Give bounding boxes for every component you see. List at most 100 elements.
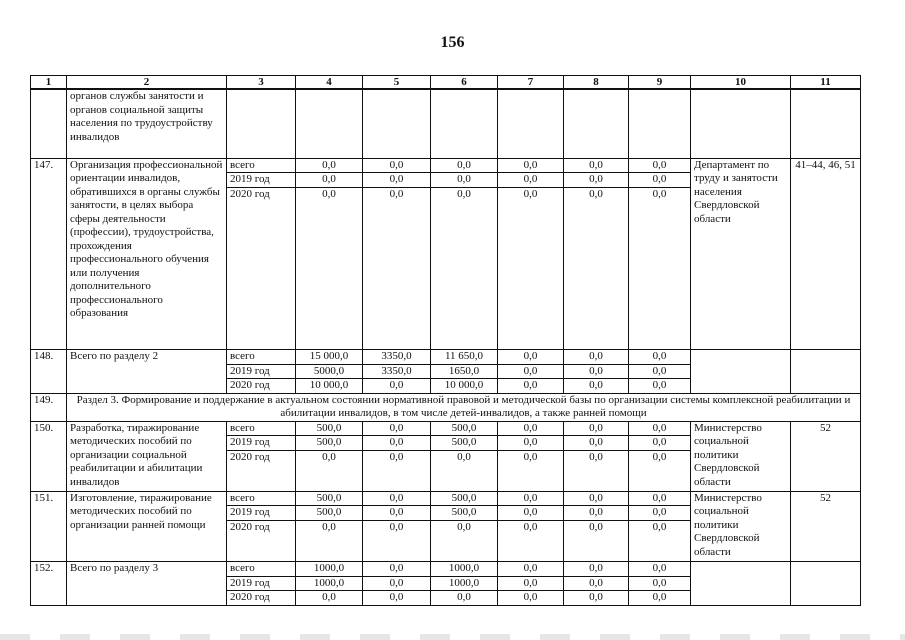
cell-value: 0,0 xyxy=(362,490,431,506)
cell-value: 0,0 xyxy=(497,449,564,492)
cell-value: 500,0 xyxy=(430,490,498,506)
cell-period: 2019 год xyxy=(226,505,296,521)
cell-value: 10 000,0 xyxy=(295,378,363,394)
cell-value: 0,0 xyxy=(628,363,691,379)
cell-value: 0,0 xyxy=(628,378,691,394)
cell-value: 500,0 xyxy=(430,420,498,436)
column-header-6: 6 xyxy=(430,75,498,90)
cell-executor xyxy=(690,560,791,606)
cell-value: 500,0 xyxy=(295,435,363,451)
table-subrow: 2020 год 0,0 0,0 0,0 0,0 0,0 0,0 xyxy=(31,590,861,606)
cell-value: 0,0 xyxy=(628,519,691,562)
cell-period: всего xyxy=(226,157,296,173)
cell-empty xyxy=(628,88,691,159)
cell-value: 0,0 xyxy=(430,157,498,173)
table-subrow: 2020 год 0,0 0,0 0,0 0,0 0,0 0,0 xyxy=(31,519,861,562)
table-subrow: 2019 год 500,0 0,0 500,0 0,0 0,0 0,0 xyxy=(31,505,861,521)
cell-value: 0,0 xyxy=(563,560,629,577)
cell-period: 2020 год xyxy=(226,590,296,606)
cell-value: 11 650,0 xyxy=(430,348,498,365)
cell-value: 0,0 xyxy=(563,575,629,591)
cell-value: 0,0 xyxy=(497,590,564,606)
cell-name: Всего по разделу 3 xyxy=(66,560,227,606)
cell-value: 1000,0 xyxy=(295,560,363,577)
cell-value: 0,0 xyxy=(362,157,431,173)
cell-value: 0,0 xyxy=(628,449,691,492)
cell-value: 0,0 xyxy=(497,435,564,451)
cell-name: органов службы занятости и органов социа… xyxy=(66,88,227,159)
cell-value: 0,0 xyxy=(628,157,691,173)
cell-empty xyxy=(690,88,791,159)
cell-period: 2020 год xyxy=(226,378,296,394)
cell-value: 0,0 xyxy=(563,435,629,451)
cell-targets xyxy=(790,348,861,394)
scan-edge xyxy=(0,634,905,640)
cell-empty xyxy=(226,88,296,159)
cell-no: 148. xyxy=(30,348,67,394)
cell-executor xyxy=(690,348,791,394)
cell-value: 0,0 xyxy=(628,172,691,188)
cell-value: 0,0 xyxy=(362,172,431,188)
cell-value: 0,0 xyxy=(362,435,431,451)
cell-value: 0,0 xyxy=(628,186,691,350)
column-header-10: 10 xyxy=(690,75,791,90)
cell-value: 1000,0 xyxy=(430,560,498,577)
cell-value: 0,0 xyxy=(563,157,629,173)
cell-value: 0,0 xyxy=(563,348,629,365)
cell-period: всего xyxy=(226,490,296,506)
cell-value: 1650,0 xyxy=(430,363,498,379)
cell-period: 2019 год xyxy=(226,363,296,379)
table-subrow: 2019 год 1000,0 0,0 1000,0 0,0 0,0 0,0 xyxy=(31,575,861,591)
cell-value: 0,0 xyxy=(628,505,691,521)
cell-value: 10 000,0 xyxy=(430,378,498,394)
cell-value: 0,0 xyxy=(497,420,564,436)
column-header-9: 9 xyxy=(628,75,691,90)
cell-targets xyxy=(790,560,861,606)
cell-period: 2019 год xyxy=(226,172,296,188)
cell-value: 0,0 xyxy=(563,172,629,188)
cell-targets: 41–44, 46, 51 xyxy=(790,157,861,350)
table-subrow: 2020 год 0,0 0,0 0,0 0,0 0,0 0,0 xyxy=(31,186,861,350)
cell-no: 147. xyxy=(30,157,67,350)
cell-value: 0,0 xyxy=(563,519,629,562)
cell-value: 0,0 xyxy=(362,519,431,562)
cell-value: 0,0 xyxy=(563,505,629,521)
cell-value: 500,0 xyxy=(430,505,498,521)
cell-value: 0,0 xyxy=(563,449,629,492)
cell-value: 0,0 xyxy=(563,363,629,379)
cell-value: 0,0 xyxy=(362,186,431,350)
cell-value: 0,0 xyxy=(362,420,431,436)
cell-value: 0,0 xyxy=(295,449,363,492)
cell-value: 0,0 xyxy=(628,575,691,591)
cell-value: 0,0 xyxy=(497,348,564,365)
column-header-11: 11 xyxy=(790,75,861,90)
cell-value: 0,0 xyxy=(628,590,691,606)
column-header-4: 4 xyxy=(295,75,363,90)
cell-period: всего xyxy=(226,348,296,365)
cell-executor: Министерство социальной политики Свердло… xyxy=(690,490,791,562)
cell-value: 0,0 xyxy=(362,505,431,521)
cell-value: 0,0 xyxy=(497,575,564,591)
page-number: 156 xyxy=(440,34,465,51)
cell-empty xyxy=(563,88,629,159)
column-number-header: 1 2 3 4 5 6 7 8 9 10 11 xyxy=(30,75,861,90)
cell-period: 2020 год xyxy=(226,449,296,492)
cell-empty xyxy=(295,88,363,159)
cell-no: 149. xyxy=(30,392,67,422)
cell-value: 0,0 xyxy=(563,186,629,350)
cell-period: 2020 год xyxy=(226,186,296,350)
section-title: Раздел 3. Формирование и поддержание в а… xyxy=(66,392,861,422)
cell-name: Всего по разделу 2 xyxy=(66,348,227,394)
cell-value: 500,0 xyxy=(295,490,363,506)
cell-empty xyxy=(790,88,861,159)
cell-value: 0,0 xyxy=(362,575,431,591)
program-table: 1 2 3 4 5 6 7 8 9 10 11 органов службы занятости и… xyxy=(30,75,861,606)
cell-period: всего xyxy=(226,420,296,436)
column-header-1: 1 xyxy=(30,75,67,90)
cell-value: 0,0 xyxy=(497,490,564,506)
cell-value: 0,0 xyxy=(362,590,431,606)
cell-value: 0,0 xyxy=(497,378,564,394)
cell-value: 500,0 xyxy=(295,505,363,521)
table-row: 152. Всего по разделу 3 всего 1000,0 0,0 1000… xyxy=(30,560,861,606)
table-row: 148. Всего по разделу 2 всего 15 000,0 3350,… xyxy=(30,348,861,394)
